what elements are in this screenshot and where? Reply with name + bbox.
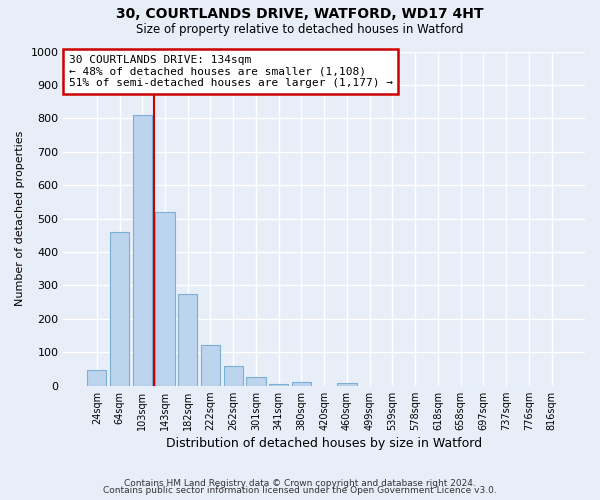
X-axis label: Distribution of detached houses by size in Watford: Distribution of detached houses by size … [166, 437, 482, 450]
Text: 30 COURTLANDS DRIVE: 134sqm
← 48% of detached houses are smaller (1,108)
51% of : 30 COURTLANDS DRIVE: 134sqm ← 48% of det… [68, 55, 392, 88]
Bar [178, 294, 197, 386]
Bar [247, 378, 266, 386]
Bar [87, 370, 106, 386]
Bar [110, 232, 129, 386]
Text: Contains public sector information licensed under the Open Government Licence v3: Contains public sector information licen… [103, 486, 497, 495]
Text: Contains HM Land Registry data © Crown copyright and database right 2024.: Contains HM Land Registry data © Crown c… [124, 478, 476, 488]
Text: Size of property relative to detached houses in Watford: Size of property relative to detached ho… [136, 22, 464, 36]
Bar [201, 345, 220, 386]
Y-axis label: Number of detached properties: Number of detached properties [15, 131, 25, 306]
Bar [337, 383, 356, 386]
Bar [269, 384, 289, 386]
Bar [155, 212, 175, 386]
Bar [133, 115, 152, 386]
Text: 30, COURTLANDS DRIVE, WATFORD, WD17 4HT: 30, COURTLANDS DRIVE, WATFORD, WD17 4HT [116, 8, 484, 22]
Bar [224, 366, 243, 386]
Bar [292, 382, 311, 386]
